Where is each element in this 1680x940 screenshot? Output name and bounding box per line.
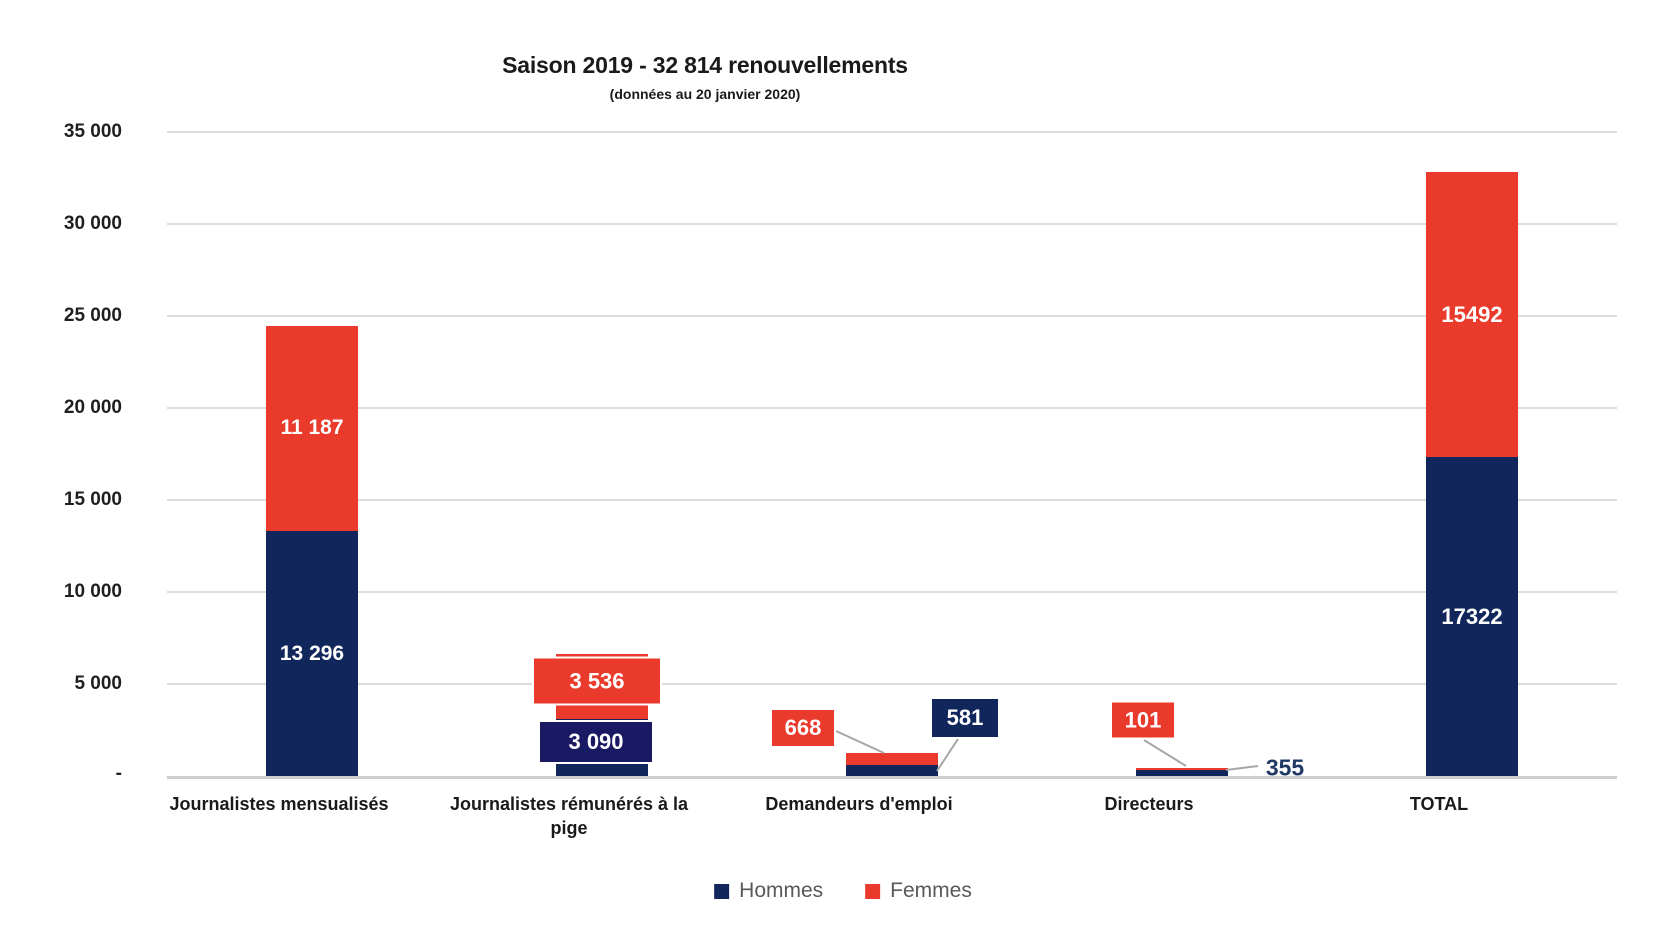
callout-label-femmes: 3 536: [532, 656, 662, 706]
gridline: [167, 131, 1617, 133]
leader-line: [936, 738, 959, 772]
leader-line: [1225, 765, 1259, 771]
x-axis-line: [167, 776, 1617, 779]
legend-label: Hommes: [739, 879, 824, 902]
gridline: [167, 315, 1617, 317]
callout-label-hommes: 3 090: [538, 720, 654, 764]
legend-item-hommes: Hommes: [714, 879, 823, 903]
chart-title: Saison 2019 - 32 814 renouvellements: [502, 52, 908, 78]
chart-subtitle: (données au 20 janvier 2020): [609, 86, 801, 102]
y-tick-label: 15 000: [63, 489, 122, 510]
y-tick-label: 30 000: [63, 213, 122, 234]
bar-segment-hommes: [1136, 769, 1228, 776]
x-category-label: Journalistes mensualisés: [169, 794, 389, 814]
gridline: [167, 223, 1617, 225]
x-category-label: TOTAL: [1409, 794, 1469, 814]
bar-label-hommes: 17322: [1441, 604, 1503, 629]
y-tick-label-zero: -: [115, 763, 122, 784]
gridline: [167, 591, 1617, 593]
bar-segment-femmes: [266, 325, 358, 532]
legend-swatch-icon: [714, 883, 730, 899]
leader-line: [1143, 739, 1187, 767]
y-tick-label: 20 000: [63, 397, 122, 418]
y-tick-label: 25 000: [63, 305, 122, 326]
leader-line: [835, 730, 885, 754]
bar-label-femmes: 15492: [1441, 302, 1503, 327]
y-tick-label: 35 000: [63, 121, 122, 142]
callout-label-femmes: 101: [1110, 700, 1176, 740]
bar-segment-hommes: [846, 765, 938, 776]
bar-segment-femmes: [1136, 767, 1228, 770]
gridline: [167, 499, 1617, 501]
y-tick-label: 5 000: [74, 673, 122, 694]
legend: Hommes Femmes: [714, 879, 972, 903]
callout-label-femmes: 668: [770, 708, 836, 748]
bar-segment-femmes: [846, 753, 938, 766]
bar-label-femmes: 11 187: [280, 416, 344, 439]
bar-label-hommes: 13 296: [279, 642, 345, 665]
x-category-label: Demandeurs d'emploi: [765, 794, 953, 814]
bar-segment-femmes: [1426, 172, 1518, 458]
gridline: [167, 683, 1617, 685]
callout-label-hommes: 581: [930, 697, 1000, 739]
x-category-label: Directeurs: [1104, 794, 1194, 814]
outside-label-hommes: 355: [1265, 754, 1305, 781]
legend-swatch-icon: [865, 883, 881, 899]
gridline: [167, 407, 1617, 409]
y-tick-label: 10 000: [63, 581, 122, 602]
x-category-label: Journalistes rémunérés à la pige: [449, 794, 689, 839]
bar-segment-hommes: [1426, 457, 1518, 776]
legend-item-femmes: Femmes: [865, 879, 972, 903]
bar-segment-hommes: [266, 531, 358, 776]
legend-label: Femmes: [890, 879, 972, 902]
